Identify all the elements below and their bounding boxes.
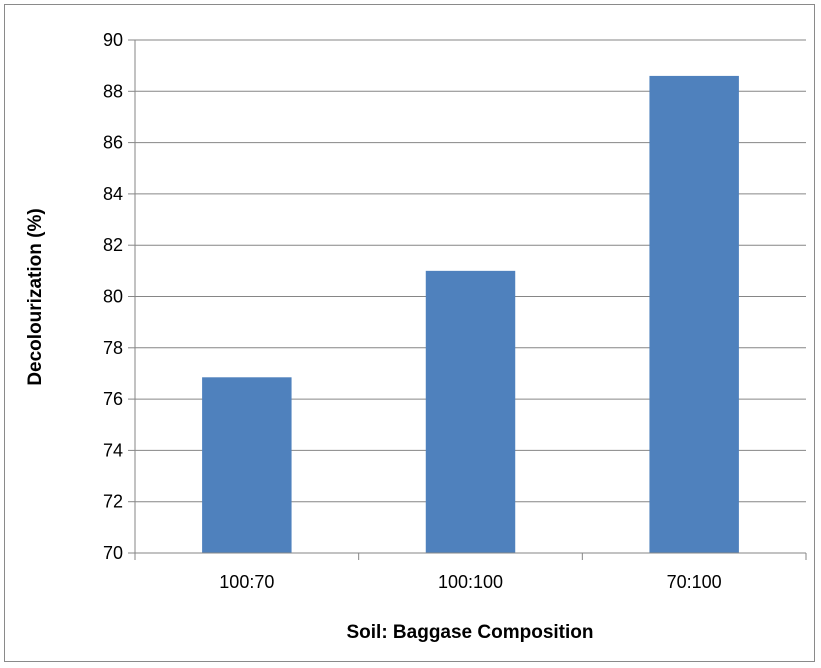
y-tick-label: 80 [103, 287, 123, 307]
y-axis-title: Decolourization (%) [25, 208, 46, 385]
x-tick-label: 70:100 [667, 572, 722, 592]
bars [202, 75, 739, 553]
y-tick-label: 72 [103, 492, 123, 512]
bar-1 [202, 377, 292, 553]
y-tick-label: 86 [103, 133, 123, 153]
y-tick-label: 78 [103, 338, 123, 358]
y-tick-label: 74 [103, 440, 123, 460]
x-axis-title: Soil: Baggase Composition [346, 622, 593, 643]
y-tick-label: 90 [103, 30, 123, 50]
y-tick-label: 76 [103, 389, 123, 409]
y-tick-label: 84 [103, 184, 123, 204]
tick-labels: 70 72 74 76 78 80 82 84 86 88 90 100:70 100:100 70:10… [103, 30, 722, 592]
bar-3 [649, 75, 739, 553]
y-tick-label: 88 [103, 81, 123, 101]
axes [128, 39, 807, 560]
y-tick-label: 82 [103, 235, 123, 255]
y-tick-label: 70 [103, 543, 123, 563]
x-tick-label: 100:100 [438, 572, 503, 592]
bar-2 [425, 270, 516, 553]
x-tick-label: 100:70 [219, 572, 274, 592]
